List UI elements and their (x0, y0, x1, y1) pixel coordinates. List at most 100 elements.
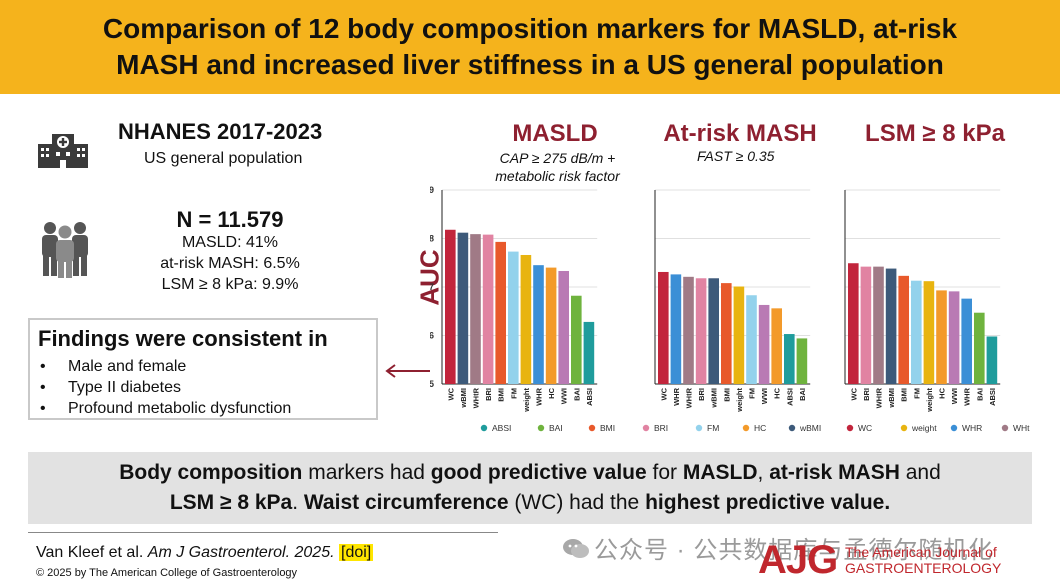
doi-link[interactable]: [doi] (339, 544, 374, 561)
arrow-left-icon (385, 364, 430, 378)
bar-hc (936, 290, 947, 384)
legend-swatch (950, 424, 958, 432)
bar-bri (695, 278, 707, 384)
bar-hc (771, 308, 782, 384)
legend-label: wBMI (799, 423, 821, 433)
x-tick-label: WHR (963, 387, 972, 405)
study-name: NHANES 2017-2023 (118, 119, 323, 144)
legend-swatch (537, 424, 545, 432)
bar-wc (445, 229, 456, 384)
auc-bar-chart: 0.50.60.70.80.9WCwBMIWHtRBRIBMIFMweightW… (430, 185, 1030, 433)
bar-absi (583, 321, 595, 384)
bar-bai (974, 312, 985, 384)
legend-label: WC (858, 423, 872, 433)
bar-wbmi (885, 268, 897, 384)
bar-bai (571, 295, 582, 384)
stat-mash: at-risk MASH: 6.5% (160, 255, 300, 272)
summary-fragment: LSM ≥ 8 kPa (169, 491, 293, 514)
bar-wwi (758, 304, 770, 384)
bar-whr (670, 274, 682, 384)
bar-weight (923, 281, 935, 384)
x-tick-label: WHtR (685, 387, 694, 408)
bar-bri (860, 266, 872, 384)
legend-label: BRI (654, 423, 668, 433)
bar-wwi (558, 270, 569, 384)
x-tick-label: WC (446, 387, 455, 400)
ajg-journal-line: GASTROENTEROLOGY (845, 560, 1002, 576)
findings-item: Profound metabolic dysfunction (38, 398, 376, 419)
bar-wbmi (457, 232, 469, 384)
x-tick-label: BAI (975, 388, 984, 401)
bar-weight (733, 286, 745, 384)
summary-fragment: good predictive value (430, 461, 647, 484)
bar-wc (848, 263, 859, 384)
x-tick-label: BRI (697, 388, 706, 401)
x-tick-label: WHR (535, 387, 544, 405)
footer-divider (28, 532, 498, 533)
citation-journal: Am J Gastroenterol. 2025. (147, 544, 335, 561)
panel-title-lsm: LSM ≥ 8 kPa (865, 120, 1005, 147)
bar-fm (508, 251, 519, 384)
bar-bai (796, 338, 808, 384)
x-tick-label: BRI (862, 388, 871, 401)
x-tick-label: HC (938, 387, 947, 398)
bar-whtr (683, 276, 694, 384)
legend-swatch (1001, 424, 1009, 432)
panel-subtitle-line: FAST ≥ 0.35 (697, 148, 775, 164)
bar-whr (533, 265, 544, 384)
x-tick-label: BAI (798, 388, 807, 401)
x-tick-label: FM (509, 388, 518, 399)
legend-label: WHtR (1013, 423, 1030, 433)
x-tick-label: BMI (900, 388, 909, 402)
x-tick-label: HC (773, 387, 782, 398)
summary-fragment: and (899, 461, 941, 484)
bar-bri (482, 234, 494, 384)
x-tick-label: WHtR (472, 387, 481, 408)
legend-swatch (642, 424, 650, 432)
people-icon (42, 222, 88, 278)
findings-list: Male and female Type II diabetes Profoun… (38, 356, 376, 419)
sample-size: N = 11.579 (176, 207, 284, 232)
x-tick-label: BMI (497, 388, 506, 402)
bar-whr (961, 298, 972, 384)
watermark: 公众号 · 公共数据库与孟德尔随机化 (562, 530, 993, 565)
summary-fragment: markers had (302, 461, 431, 484)
x-tick-label: WHtR (875, 387, 884, 408)
legend-label: ABSI (492, 423, 511, 433)
panel-subtitle-masld: CAP ≥ 275 dB/m + metabolic risk factor (470, 149, 645, 185)
panel-subtitle-mash: FAST ≥ 0.35 (650, 147, 780, 165)
y-tick-label: 0.6 (430, 331, 434, 341)
x-tick-label: WC (659, 387, 668, 400)
bar-bmi (721, 283, 732, 384)
x-tick-label: wBMI (710, 388, 719, 409)
summary-line-1: Body composition markers had good predic… (119, 458, 941, 488)
findings-box: Findings were consistent in Male and fem… (28, 318, 378, 420)
bar-fm (911, 280, 922, 384)
ajg-journal-line: The American Journal of (845, 544, 997, 560)
x-tick-label: ABSI (785, 388, 794, 406)
x-tick-label: weight (735, 387, 744, 412)
legend-swatch (900, 424, 908, 432)
x-tick-label: WWI (560, 388, 569, 404)
x-tick-label: HC (547, 387, 556, 398)
copyright: © 2025 by The American College of Gastro… (36, 567, 298, 579)
y-tick-label: 0.5 (430, 379, 434, 389)
x-tick-label: ABSI (585, 388, 594, 406)
bar-whtr (873, 266, 884, 384)
legend-label: BAI (549, 423, 563, 433)
y-tick-label: 0.9 (430, 185, 434, 195)
panel-title-mash: At-risk MASH (663, 120, 817, 147)
x-tick-label: weight (925, 387, 934, 412)
x-tick-label: wBMI (459, 388, 468, 409)
panel-subtitle-line: metabolic risk factor (495, 168, 620, 184)
x-tick-label: WHR (672, 387, 681, 405)
bar-bmi (898, 275, 909, 384)
stat-lsm: LSM ≥ 8 kPa: 9.9% (161, 276, 299, 293)
legend-swatch (480, 424, 488, 432)
findings-item: Male and female (38, 356, 376, 377)
bar-wbmi (708, 278, 719, 384)
legend-label: HC (754, 423, 766, 433)
watermark-text: 公众号 · 公共数据库与孟德尔随机化 (594, 537, 994, 564)
summary-fragment: highest predictive value. (645, 491, 891, 514)
summary-line-2: LSM ≥ 8 kPa. Waist circumference (WC) ha… (170, 488, 890, 518)
